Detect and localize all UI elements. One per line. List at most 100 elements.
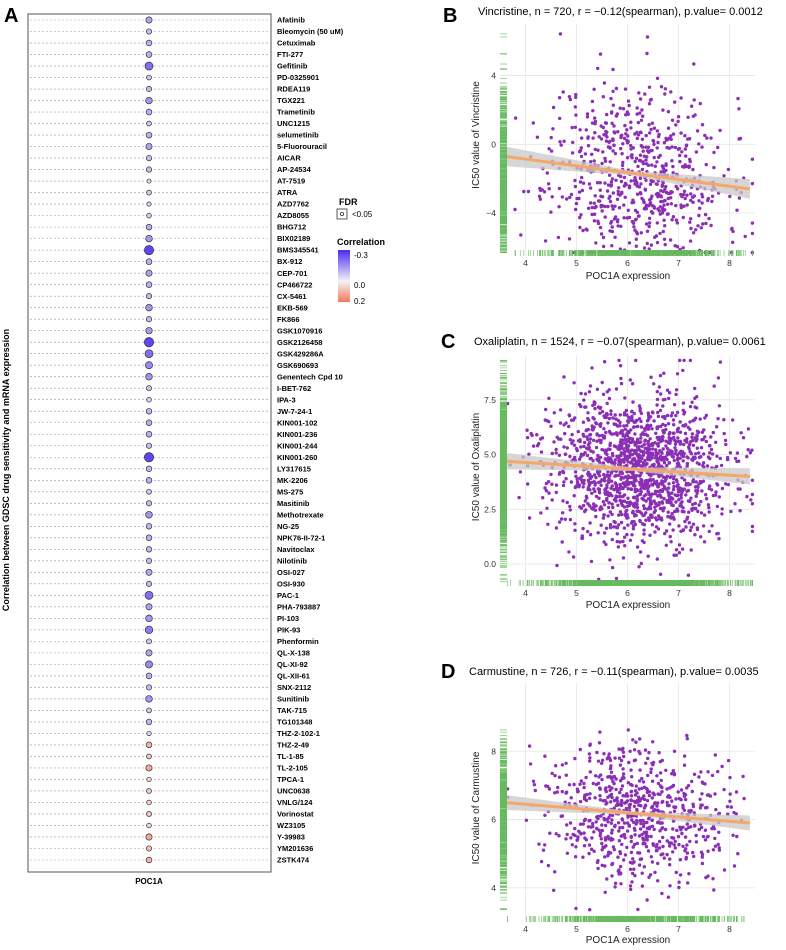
panel-label-c: C [441,331,455,353]
scatter-point [653,441,657,445]
scatter-point [589,449,593,453]
scatter-point [659,458,664,462]
scatter-point [567,95,572,99]
scatter-point [610,204,614,208]
scatter-point [674,218,679,222]
scatter-point [606,478,611,483]
scatter-point [723,438,728,443]
scatter-point [557,205,561,209]
dotplot-dot [145,764,153,772]
dotplot-dot [145,361,153,370]
scatter-point [661,166,665,170]
scatter-point [593,147,597,152]
scatter-point [618,106,622,110]
scatter-point [691,231,696,235]
scatter-point [557,453,562,457]
drug-label: CX-5461 [277,292,307,301]
scatter-point [689,548,693,552]
scatter-point [597,480,601,485]
scatter-point [642,506,647,511]
regression-line [504,154,751,191]
scatter-point [522,189,526,194]
scatter-point [688,159,692,164]
drug-label: TGX221 [277,96,305,105]
dotplot-dot [145,523,153,530]
scatter-point [581,228,585,233]
scatter-point [629,461,633,465]
scatter-point [604,430,608,435]
scatter-point [578,438,582,442]
scatter-point [558,408,563,412]
scatter-point [560,195,565,199]
dotplot-dot [145,327,153,335]
scatter-point [605,130,609,134]
scatter-point [607,416,612,421]
scatter-point [618,540,622,544]
scatter-point [705,136,709,140]
scatter-point [645,155,649,159]
scatter-point [641,114,645,118]
drug-label: TAK-715 [277,706,307,715]
scatter-point [592,201,596,205]
scatter-point [743,234,747,239]
scatter-point [711,430,715,435]
scatter-point [602,478,606,483]
scatter-point [670,511,674,516]
scatter-point [616,545,621,549]
scatter-point [674,548,679,552]
scatter-point [731,229,735,234]
scatter-point [615,433,619,437]
scatter-point [567,414,572,418]
scatter-point [588,521,592,525]
dotplot-dot [145,546,153,553]
scatter-point [656,414,661,419]
dotplot-dot [146,730,152,737]
scatter-point [686,573,691,577]
scatter-point [619,146,623,151]
scatter-point [632,520,636,524]
scatter-point [682,510,686,514]
scatter-point [674,553,678,557]
scatter-point [547,396,551,400]
scatter-point [706,503,711,507]
scatter-point [635,545,640,549]
scatter-point [722,418,726,422]
scatter-point [562,445,566,449]
scatter-point [671,418,676,422]
scatter-point [679,131,683,135]
scatter-point [596,531,600,535]
scatter-point [638,159,643,163]
scatter-point [639,477,643,482]
scatter-point [671,528,675,532]
scatter-point [591,109,595,113]
scatter-point [679,203,683,207]
scatter-point [648,458,652,462]
dotplot-dot [145,419,153,426]
scatter-point [562,139,566,143]
scatter-point [703,435,707,439]
scatter-point [638,97,643,101]
scatter-point [750,231,755,236]
scatter-point [576,429,580,434]
scatter-point [571,555,576,559]
scatter-point [620,486,624,490]
scatter-point [568,504,572,509]
scatter-point [629,179,633,183]
scatter-point [671,487,676,492]
scatter-point [691,522,696,526]
dotplot-y-axis-label: Correlation between GDSC drug sensitivit… [1,329,11,611]
scatter-point [648,201,653,205]
scatter-point [650,492,654,496]
scatter-point [632,411,636,416]
scatter-point [659,195,663,199]
scatter-point [619,179,624,184]
scatter-point [698,417,702,421]
scatter-point [650,482,654,487]
dotplot-dot [146,189,152,196]
scatter-point [671,481,676,485]
scatter-point [613,204,617,208]
dotplot-dot [146,776,152,783]
scatter-point [623,123,627,128]
scatter-point [710,194,715,198]
scatter-point [632,425,636,429]
